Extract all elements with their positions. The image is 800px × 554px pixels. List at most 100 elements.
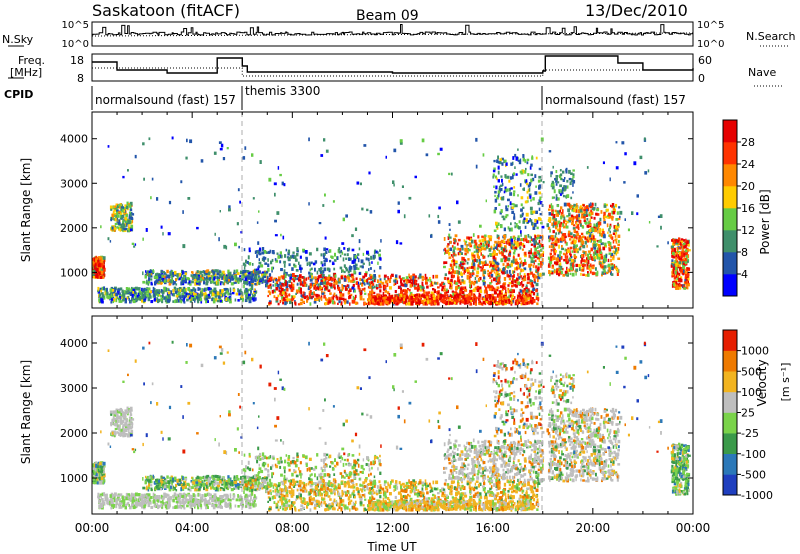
power-cell-2366 [272, 289, 276, 293]
power-cell-1818 [362, 252, 365, 256]
power-cell-2900 [453, 294, 457, 299]
power-cell-468 [122, 220, 124, 223]
power-cell-370 [113, 208, 116, 212]
power-cell-4470 [581, 240, 585, 245]
power-cell-1380 [213, 277, 216, 281]
power-cell-1341 [222, 282, 225, 286]
power-cell-1729 [325, 248, 329, 251]
power-cell-2021 [329, 292, 332, 295]
power-cell-916 [100, 289, 102, 293]
power-cell-3887 [496, 194, 499, 198]
power-cell-1627 [258, 249, 261, 253]
power-cell-984 [238, 293, 241, 296]
power-cell-3444 [528, 263, 531, 268]
power-cell-3839 [538, 207, 541, 211]
power-cell-3056 [486, 294, 489, 298]
power-cell-628 [117, 292, 121, 295]
power-cell-1989 [479, 276, 482, 281]
power-cell-4700 [566, 185, 569, 189]
power-cell-2692 [269, 283, 272, 287]
power-cell-4960 [682, 265, 685, 269]
power-cell-2759 [314, 276, 317, 280]
power-cell-4424 [611, 217, 614, 221]
power-cell-4745 [554, 178, 556, 181]
power-cell-1761 [259, 278, 262, 281]
power-cell-1723 [242, 262, 246, 266]
power-cell-3063 [383, 299, 386, 303]
power-cell-4331 [568, 230, 571, 234]
power-cell-3820 [525, 167, 527, 171]
power-cell-3991 [539, 213, 543, 216]
power-cell-4652 [560, 215, 563, 220]
power-cell-4306 [614, 238, 617, 242]
power-cell-2049 [413, 283, 416, 288]
power-cell-1209 [190, 274, 193, 277]
power-cell-1816 [336, 256, 339, 260]
power-cell-1682 [296, 247, 299, 251]
power-cell-2681 [331, 296, 334, 300]
power-cell-4699 [566, 255, 569, 259]
power-cell-730 [172, 292, 175, 297]
power-cell-4724 [559, 169, 562, 172]
power-cell-3948 [516, 225, 519, 229]
power-cell-1413 [167, 274, 171, 279]
power-cell-4294 [588, 264, 591, 268]
power-cell-4956 [678, 255, 681, 259]
power-cell-462 [114, 205, 117, 209]
power-cell-2355 [403, 280, 406, 283]
power-cell-3859 [526, 196, 529, 200]
power-cell-4431 [604, 203, 607, 206]
power-cell-3833 [527, 188, 530, 193]
power-cell-1559 [320, 261, 323, 265]
power-cell-2549 [527, 281, 530, 284]
power-cell-2131 [531, 280, 533, 283]
power-cell-1262 [148, 277, 150, 282]
power-cell-2097 [383, 277, 386, 281]
power-cell-3221 [435, 300, 438, 303]
power-cell-3663 [539, 248, 543, 252]
power-cell-4666 [614, 225, 618, 229]
power-cell-2096 [496, 287, 499, 292]
power-cell-880 [153, 293, 155, 297]
power-cell-4943 [670, 245, 674, 249]
power-cell-2448 [334, 286, 336, 290]
power-cell-4254 [557, 254, 560, 258]
power-cell-4538 [556, 272, 558, 276]
power-cell-2577 [413, 281, 416, 285]
power-cell-4616 [581, 214, 583, 219]
power-cell-231 [101, 266, 103, 270]
power-cell-1755 [354, 255, 358, 259]
power-cell-768 [121, 289, 124, 293]
power-cell-1769 [276, 283, 280, 288]
power-cell-307 [99, 262, 102, 265]
power-cell-1448 [163, 279, 167, 283]
power-cell-4374 [589, 239, 591, 243]
power-cell-4872 [672, 242, 675, 246]
power-cell-2646 [436, 290, 438, 294]
power-cell-3452 [535, 265, 538, 269]
power-cell-4375 [592, 253, 596, 257]
power-cell-4138 [599, 262, 602, 266]
power-cell-3259 [525, 302, 527, 306]
power-heatmap-cells [92, 136, 691, 306]
power-cell-2604 [469, 302, 473, 306]
power-cell-927 [143, 293, 145, 298]
power-cell-311 [100, 270, 104, 275]
power-cell-568 [152, 286, 155, 291]
power-cell-3401 [480, 248, 483, 252]
power-cell-4703 [555, 177, 558, 181]
power-cell-3797 [506, 270, 508, 274]
power-cell-4613 [548, 212, 551, 216]
power-cell-3121 [469, 297, 473, 300]
power-cell-3337 [480, 261, 483, 264]
power-cell-4725 [561, 191, 564, 195]
power-cell-3724 [516, 243, 519, 248]
power-cell-2776 [431, 281, 434, 285]
power-cell-3472 [456, 242, 459, 246]
power-cell-3548 [506, 262, 510, 266]
power-cell-2169 [483, 276, 486, 280]
power-cell-3163 [492, 296, 495, 300]
power-cell-2752 [330, 278, 334, 281]
power-cell-3048 [421, 294, 424, 297]
power-cell-2265 [400, 290, 403, 294]
